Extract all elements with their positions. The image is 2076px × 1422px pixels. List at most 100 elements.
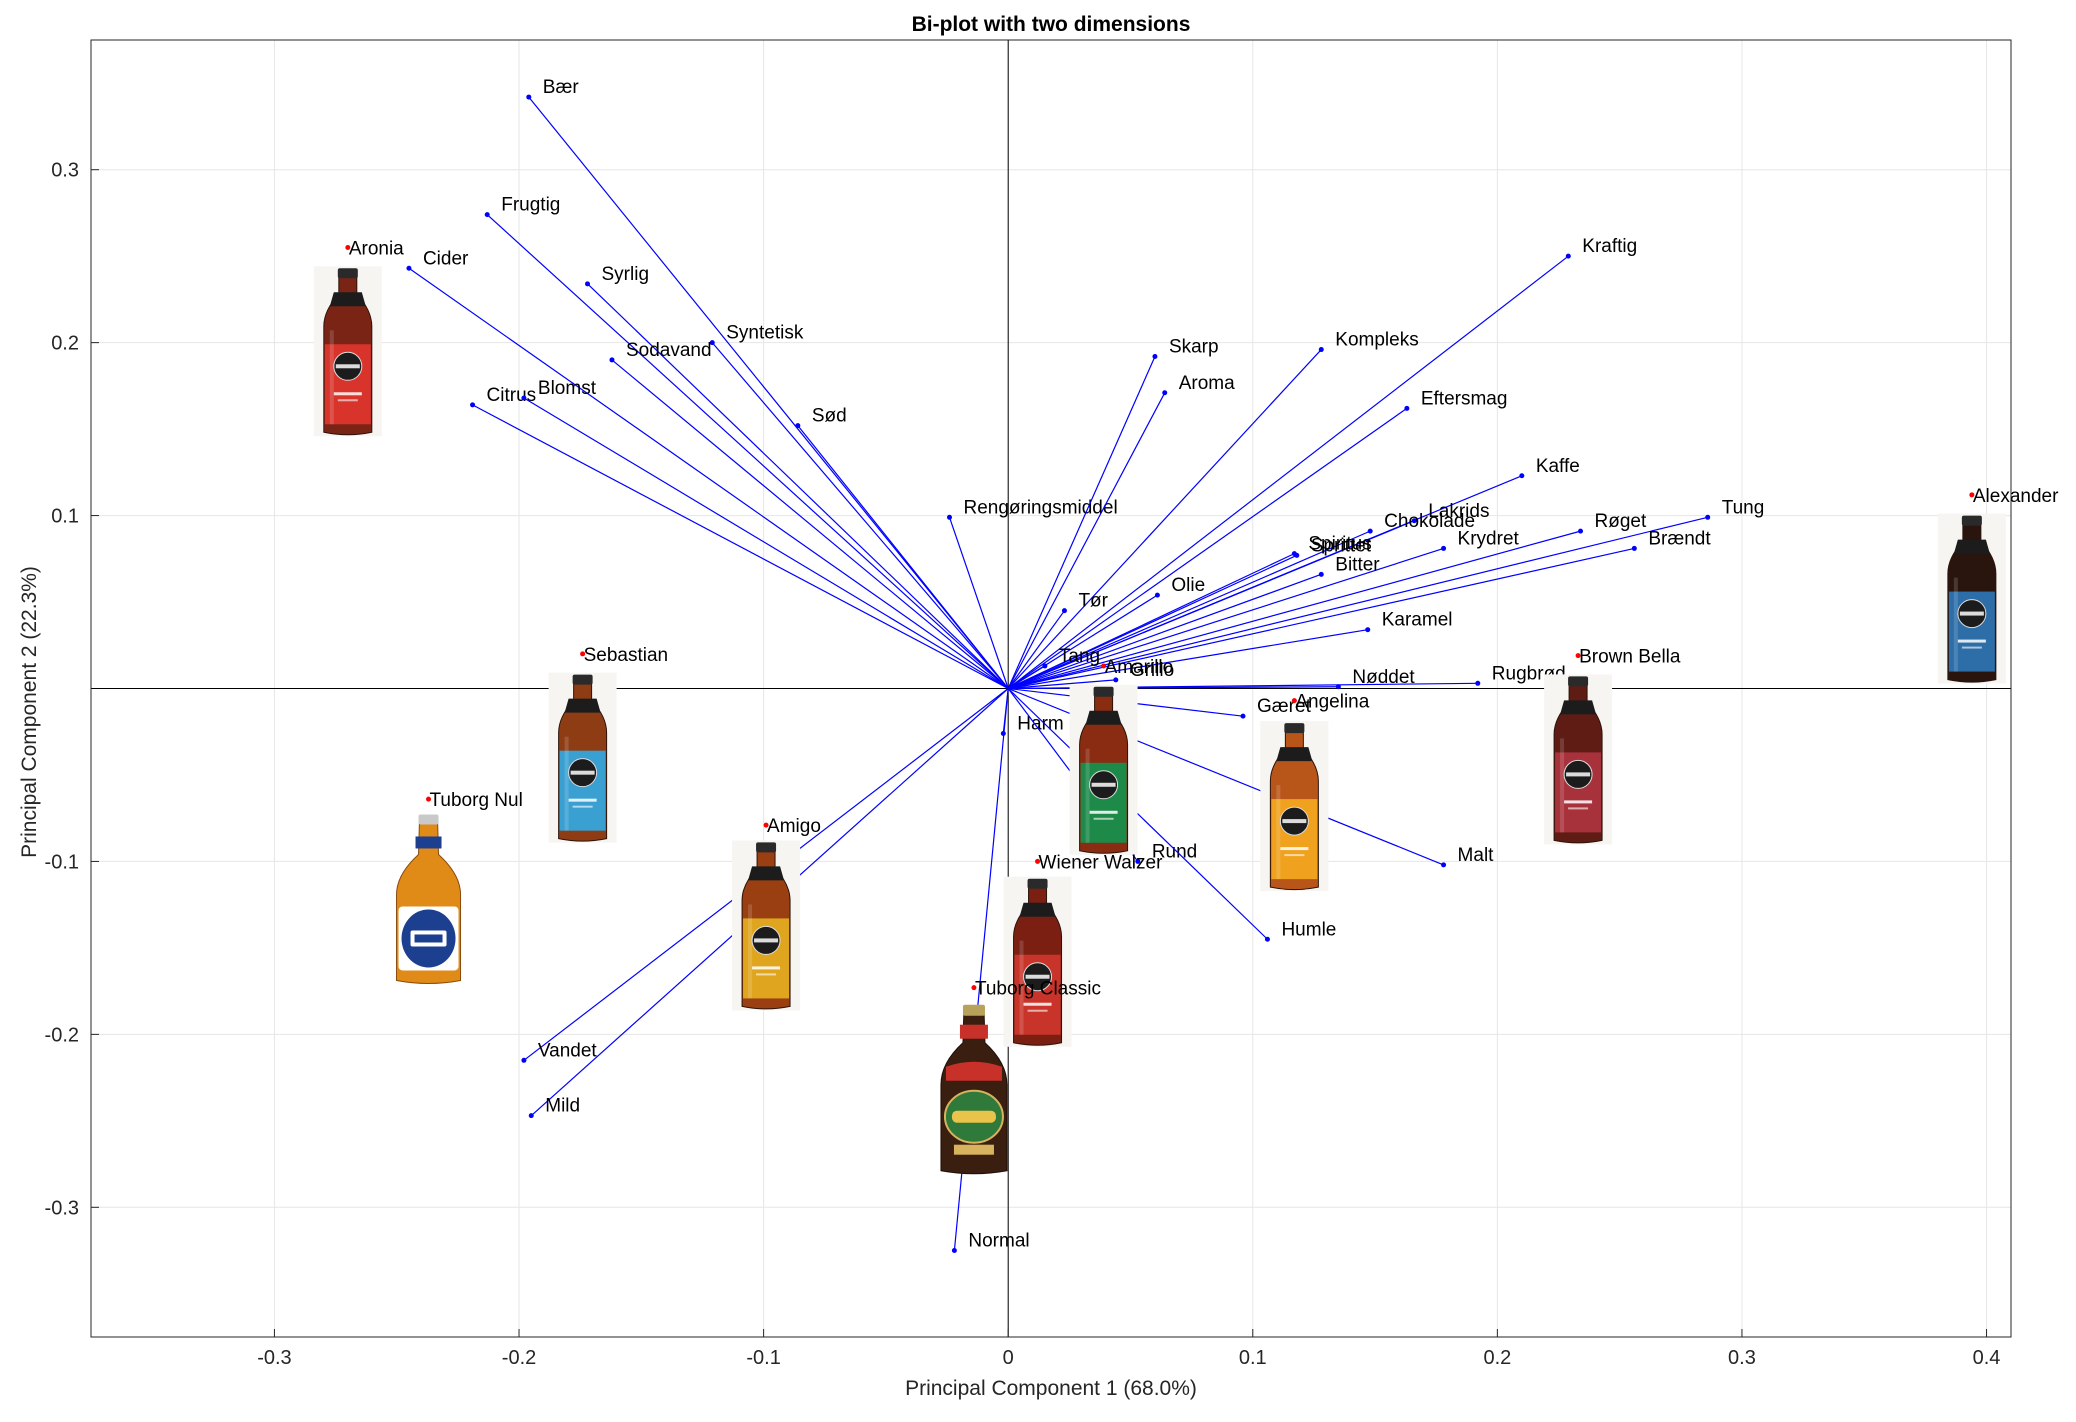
vector-tip [1367, 528, 1373, 534]
vector-tip [1441, 862, 1447, 868]
label-text-line [1957, 639, 1986, 643]
brand-wordmark-letters [414, 934, 443, 943]
vector-line [1007, 407, 1408, 689]
x-tick-label: 0 [1003, 1347, 1014, 1369]
vector-line [472, 404, 1009, 690]
bottle-cap [418, 814, 439, 825]
bottle-neck-label [1019, 902, 1056, 917]
vector-tip [1475, 680, 1481, 686]
brand-emblem-band [335, 364, 360, 369]
y-tick-label: -0.3 [45, 1197, 79, 1219]
vector-tip [1318, 571, 1324, 577]
variable-label: Rund [1152, 841, 1197, 862]
y-tick-label: 0.2 [51, 333, 79, 355]
x-tick-label: -0.1 [746, 1347, 780, 1369]
brand-emblem-band [1091, 782, 1116, 787]
variable-vector: Aroma [1007, 373, 1235, 689]
variable-label: Tang [1059, 646, 1100, 667]
observation-point: Wiener Walzer [1035, 852, 1163, 873]
variable-label: Citrus [487, 385, 537, 406]
variable-vector: Grillo [1008, 660, 1174, 690]
observation-point: Amigo [763, 816, 821, 837]
variable-label: Grillo [1130, 660, 1174, 681]
vector-tip [1519, 473, 1525, 479]
vector-tip [946, 514, 952, 520]
variable-vector: Karamel [1008, 610, 1452, 690]
bottle-cap [1961, 515, 1982, 526]
variable-label: Eftersmag [1421, 388, 1508, 409]
vector-tip [1154, 592, 1160, 598]
x-tick-label: -0.3 [257, 1347, 291, 1369]
bottle-shine [1085, 748, 1090, 843]
variable-label: Sød [812, 406, 847, 427]
variable-vector: Syntetisk [709, 323, 1009, 689]
variable-vector: Bitter [1007, 554, 1380, 690]
variable-label: Malt [1458, 845, 1495, 866]
variable-vector: Brændt [1008, 528, 1711, 690]
y-tick-label: -0.1 [45, 851, 79, 873]
vector-line [1007, 356, 1156, 689]
bottle-shine [1560, 738, 1565, 833]
variable-vector: Blomst [521, 378, 1009, 690]
vector-tip [1318, 347, 1324, 353]
bottle-cap [572, 674, 593, 685]
variable-label: Røget [1595, 511, 1647, 532]
vector-tip [1365, 627, 1371, 633]
brand-emblem-band [1566, 772, 1591, 777]
observation-point: Sebastian [580, 645, 668, 666]
bottle-neck-label [1560, 700, 1597, 715]
brand-emblem-band [754, 938, 779, 943]
plot-area-frame [90, 39, 2012, 1338]
variable-vector: Humle [1007, 688, 1336, 942]
observation-marker [426, 796, 432, 802]
observation-marker [580, 651, 586, 657]
observation-point: Angelina [1291, 692, 1370, 713]
bottle-cap [1093, 686, 1114, 697]
label-text-line [1027, 1009, 1048, 1012]
vector-line [1008, 547, 1635, 690]
vector-tip [1294, 552, 1300, 558]
label-text-line [756, 973, 777, 976]
variable-vector: Skarp [1007, 336, 1219, 689]
brand-emblem-band [1025, 974, 1050, 979]
observation-label: Aronia [349, 239, 404, 260]
bottle-neck-label [748, 866, 785, 881]
variable-label: Vandet [538, 1040, 598, 1061]
vector-tip [1411, 518, 1417, 524]
brand-emblem-band [1282, 819, 1307, 824]
vector-tip [484, 212, 490, 218]
x-axis: -0.3 -0.2 -0.1 0 0.1 0.2 0.3 0.4 [257, 1329, 2000, 1369]
vector-tip [1264, 936, 1270, 942]
observation-point: Alexander [1969, 486, 2059, 507]
variable-label: Krydret [1458, 528, 1520, 549]
observation-label: Angelina [1295, 692, 1369, 713]
label-text-line [1284, 854, 1305, 857]
bottle-cap [337, 268, 358, 279]
bottle-shine [1019, 940, 1024, 1035]
bottle-image [313, 266, 382, 437]
variable-label: Spiritus [1308, 534, 1371, 555]
label-text-line [1280, 847, 1309, 851]
vector-tip [795, 423, 801, 429]
variable-label: Olie [1171, 575, 1205, 596]
bottle-neck-label [564, 698, 601, 713]
variable-label: Bær [543, 77, 580, 98]
variable-vector: Tør [1007, 591, 1109, 689]
observation-label: Amarillo [1105, 657, 1174, 678]
variable-vector: Sodavand [609, 340, 1009, 689]
label-text-line [568, 798, 597, 802]
observation-label: Sebastian [584, 645, 669, 666]
vector-tip [1061, 608, 1067, 614]
variable-label: Skarp [1169, 336, 1219, 357]
observation-points: Aronia Sebastian Tuborg Nul Amigo Amarillo Wi… [345, 239, 2059, 1000]
variable-vector: Cider [406, 248, 1009, 689]
vector-line [711, 342, 1009, 689]
label-text-line [337, 399, 358, 402]
bottle-cap [756, 842, 777, 853]
x-tick-label: 0.3 [1728, 1347, 1756, 1369]
vector-line [408, 267, 1009, 689]
vector-tip [1162, 390, 1168, 396]
variable-label: Sodavand [626, 340, 712, 361]
vector-tip [1152, 353, 1158, 359]
